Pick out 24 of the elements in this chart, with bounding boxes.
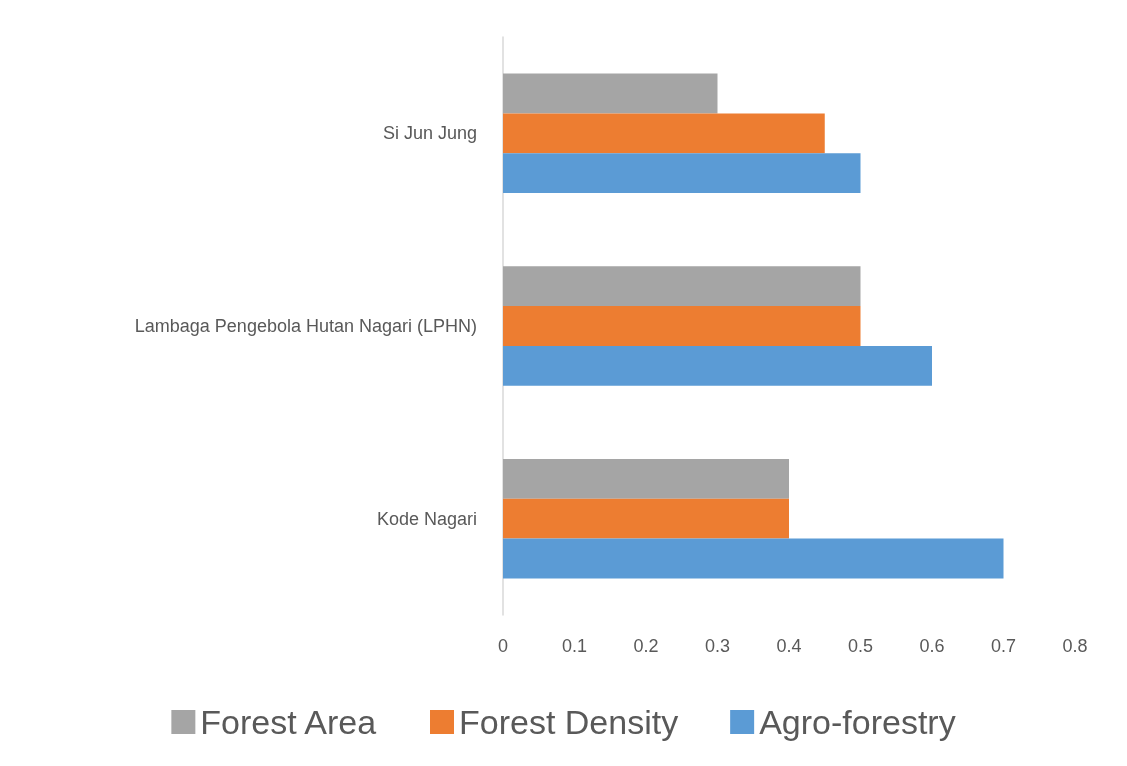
y-tick-label: Kode Nagari	[376, 508, 477, 529]
x-tick-label: 0.8	[1062, 636, 1088, 656]
bar	[503, 306, 861, 346]
legend-label: Agro-forestry	[759, 703, 956, 741]
x-tick-label: 0.5	[847, 636, 874, 656]
x-tick-label: 0.3	[704, 636, 731, 656]
y-tick-label: Lambaga Pengebola Hutan Nagari (LPHN)	[134, 316, 477, 336]
bar	[503, 458, 789, 499]
x-tick-label: 0.1	[561, 636, 588, 656]
bar	[503, 266, 861, 307]
legend-label: Forest Density	[458, 703, 679, 741]
bar	[503, 345, 932, 386]
bar	[503, 113, 825, 154]
y-tick-label: Si Jun Jung	[382, 123, 477, 144]
x-tick-label: 0.2	[633, 636, 659, 656]
legend-label: Forest Area	[200, 703, 377, 741]
bar	[503, 538, 1004, 579]
x-tick-label: 0.4	[776, 636, 802, 656]
bar	[503, 153, 861, 194]
x-tick-label: 0	[497, 636, 509, 656]
x-tick-label: 0.6	[919, 636, 945, 656]
bar	[503, 498, 789, 539]
x-tick-label: 0.7	[990, 636, 1017, 656]
bar	[503, 73, 718, 114]
